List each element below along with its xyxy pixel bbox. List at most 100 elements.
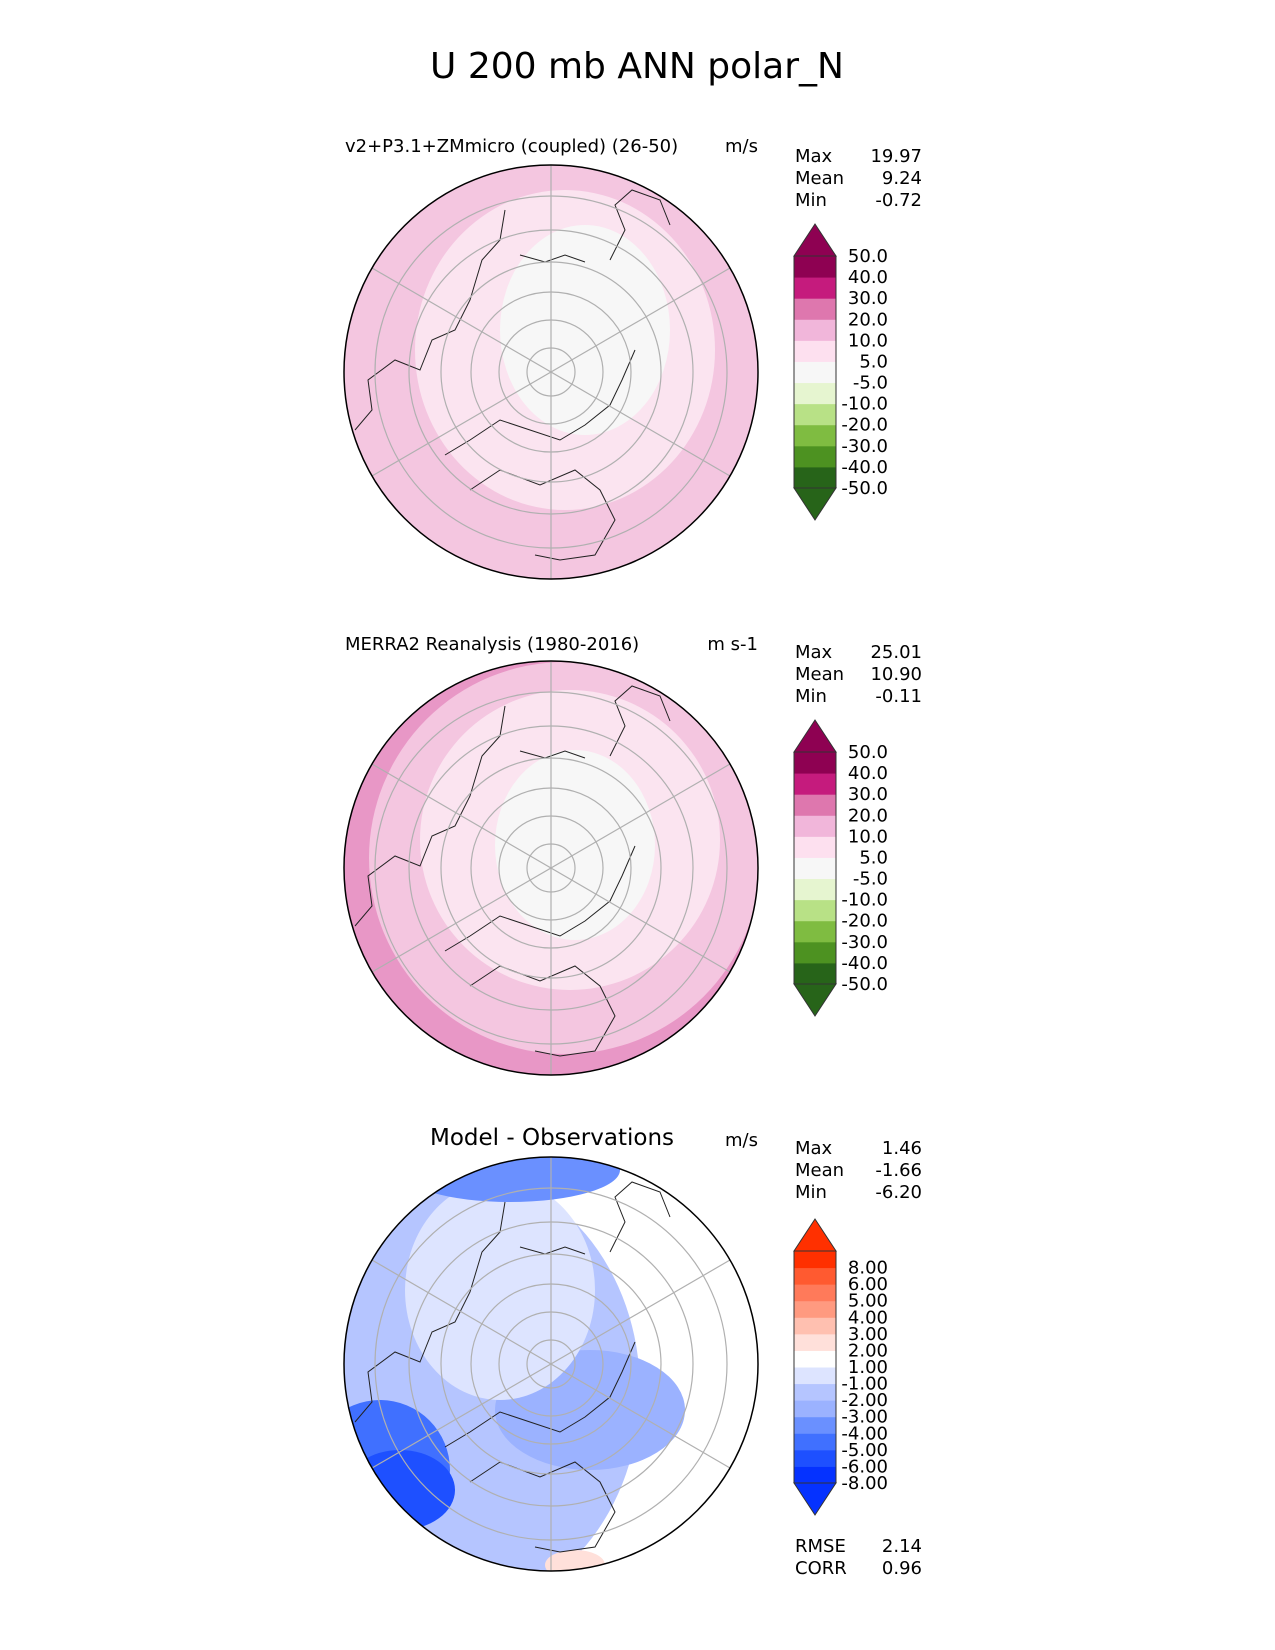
colorbar-tick-label: 20.0 [848,805,888,826]
stats-box: Max 1.46 Mean -1.66 Min -6.20 [795,1138,922,1203]
graticule [371,661,731,1075]
colorbar-tick-label: -50.0 [841,478,888,499]
stat-label: Min [795,686,827,707]
stat-value: 1.46 [882,1138,922,1159]
colorbar-bin [794,1267,836,1285]
colorbar-extend-low [793,487,837,521]
stat-label: Max [795,642,833,663]
colorbar-tick-label: 50.0 [848,742,888,763]
stat-value: 2.14 [882,1536,922,1557]
colorbar-extend-low [793,983,837,1017]
colorbar-bin [794,773,836,795]
colorbar-bin [794,445,836,468]
colorbar-tick-label: 40.0 [848,267,888,288]
stat-value: -1.66 [875,1160,922,1181]
stat-value: 0.96 [882,1558,922,1579]
panel-title: MERRA2 Reanalysis (1980-2016) [345,634,639,655]
polar-map [344,165,758,579]
polar-map [344,661,758,1075]
stat-label: Mean [795,168,844,189]
colorbar-tick-label: 8.00 [848,1258,888,1279]
figure-title: U 200 mb ANN polar_N [430,46,844,87]
colorbar-bin [794,899,836,922]
colorbar-tick-label: 50.0 [848,246,888,267]
graticule [371,1157,731,1571]
stat-label: Min [795,190,827,211]
polar-map [344,1157,758,1571]
panel-observations: MERRA2 Reanalysis (1980-2016) m s-1 [343,634,922,1076]
colorbar-frame [793,1250,837,1484]
colorbar-bin [794,1416,836,1434]
colorbar-bin [794,1333,836,1351]
coastlines [354,1181,671,1553]
colorbar-tick-label: -50.0 [841,974,888,995]
colorbar-bin [794,1383,836,1401]
panel-units: m s-1 [707,634,758,655]
colorbar-tick-label: -1.00 [841,1374,888,1395]
field-atlantic-edge-core [345,1450,455,1530]
colorbar-tick-label: 3.00 [848,1324,888,1345]
colorbar-frame [793,751,837,985]
panel-title: v2+P3.1+ZMmicro (coupled) (26-50) [345,136,678,157]
colorbar-tick-label: -3.00 [841,1407,888,1428]
colorbar-bin [794,361,836,384]
colorbar-bin [794,277,836,299]
colorbar-tick-label: 20.0 [848,309,888,330]
colorbar-bin [794,1300,836,1318]
colorbar-bin [794,857,836,880]
stat-value: 10.90 [870,664,922,685]
colorbar-tick-label: 4.00 [848,1307,888,1328]
colorbar: -50.0-40.0-30.0-20.0-10.0-5.05.010.020.0… [793,223,888,521]
colorbar-tick-label: -20.0 [841,911,888,932]
colorbar-tick-label: 30.0 [848,784,888,805]
colorbar-tick-label: -30.0 [841,436,888,457]
panel-units: m/s [725,136,758,157]
colorbar-tick-label: -10.0 [841,890,888,911]
stat-label: Mean [795,664,844,685]
colorbar-bin [794,1400,836,1418]
colorbar-tick-label: 5.00 [848,1291,888,1312]
colorbar-tick-label: -6.00 [841,1456,888,1477]
colorbar-tick-label: 2.00 [848,1340,888,1361]
field-pole-interior [495,750,655,940]
colorbar: -8.00-6.00-5.00-4.00-3.00-2.00-1.001.002… [793,1218,888,1516]
stat-label: RMSE [795,1536,846,1557]
colorbar-tick-label: 30.0 [848,288,888,309]
colorbar-bin [794,319,836,341]
colorbar-tick-label: 40.0 [848,763,888,784]
colorbar-bin [794,1284,836,1302]
colorbar-bin [794,1449,836,1467]
colorbar-tick-label: 6.00 [848,1274,888,1295]
colorbar-extend-low [793,1482,837,1516]
colorbar-tick-label: 10.0 [848,826,888,847]
colorbar-bin [794,1433,836,1451]
colorbar-tick-label: 1.00 [848,1357,888,1378]
colorbar-tick-label: -5.00 [841,1440,888,1461]
stat-value: -6.20 [875,1182,922,1203]
stat-value: 19.97 [870,146,922,167]
colorbar-bin [794,424,836,447]
colorbar-bin [794,256,836,278]
colorbar-tick-label: -5.0 [853,373,888,394]
colorbar-bin [794,962,836,985]
colorbar-tick-label: -20.0 [841,415,888,436]
stat-value: -0.72 [875,190,922,211]
colorbar-extend-high [793,223,837,257]
stat-value: 25.01 [870,642,922,663]
stat-label: CORR [795,1558,847,1579]
stat-label: Max [795,146,833,167]
stat-value: 9.24 [882,168,922,189]
panel-difference: Model - Observations m/s [343,1125,922,1579]
colorbar-tick-label: 5.0 [859,351,888,372]
colorbar-tick-label: 5.0 [859,847,888,868]
panel-model: v2+P3.1+ZMmicro (coupled) (26-50) m/s [343,136,922,580]
colorbar-tick-label: -5.0 [853,869,888,890]
colorbar-bin [794,815,836,837]
colorbar-bin [794,920,836,943]
colorbar-bin [794,941,836,964]
colorbar-bin [794,298,836,320]
colorbar-frame [793,255,837,489]
field-top-edge [400,1157,620,1202]
stat-label: Min [795,1182,827,1203]
colorbar-bin [794,340,836,362]
